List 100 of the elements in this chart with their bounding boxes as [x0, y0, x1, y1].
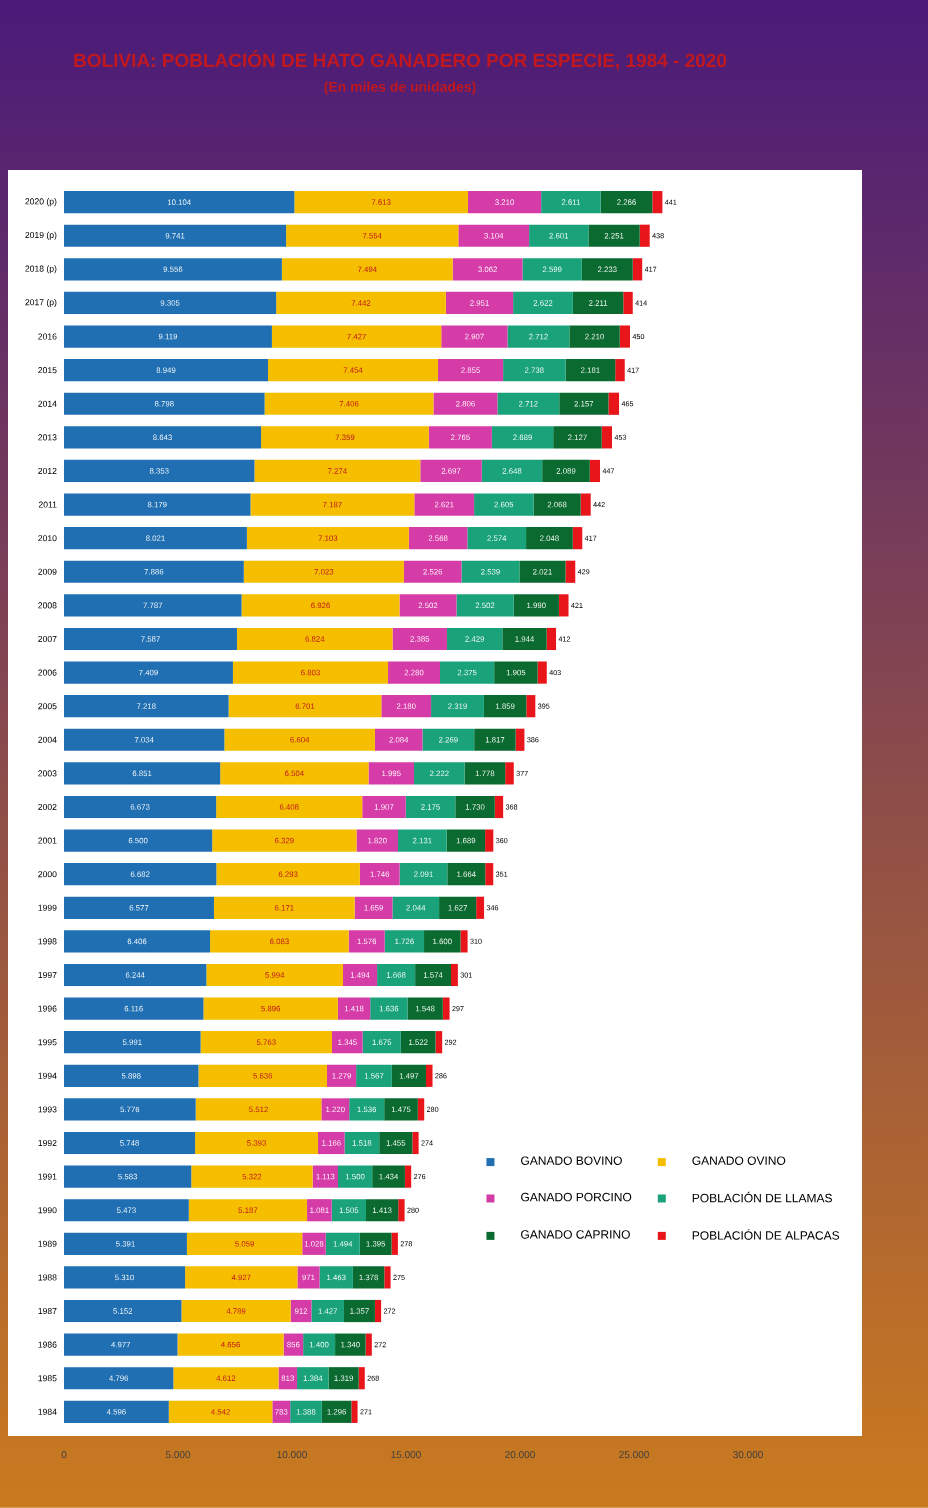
bar [64, 1199, 189, 1222]
chart-title: BOLIVIA: POBLACIÓN DE HATO GANADERO POR ESPECIE, 1984 - 2020 [74, 50, 727, 70]
bar [398, 1199, 405, 1222]
bar [203, 997, 338, 1020]
bar [533, 493, 581, 516]
bar [198, 1064, 327, 1087]
bar [318, 1131, 345, 1155]
bar [474, 493, 534, 516]
bar [632, 258, 643, 281]
bar [494, 795, 504, 819]
bar [437, 359, 504, 382]
bar [331, 1199, 367, 1222]
bar [519, 560, 566, 583]
bar [224, 728, 375, 751]
bar [623, 291, 633, 315]
bar [553, 426, 602, 449]
bar [581, 258, 633, 281]
bar [243, 560, 404, 583]
bar [283, 1333, 304, 1356]
bar [64, 896, 214, 919]
bar [216, 795, 363, 819]
bar [276, 291, 446, 315]
bar [64, 1266, 186, 1289]
bar [412, 1131, 419, 1155]
bar [64, 1333, 178, 1356]
bar [433, 392, 498, 415]
bar [290, 1299, 312, 1323]
bar [64, 963, 207, 987]
bar [64, 627, 237, 651]
bar [64, 1064, 199, 1087]
bar [452, 258, 523, 281]
bar [652, 191, 663, 214]
bar [268, 359, 438, 382]
bar [181, 1299, 291, 1323]
bar [392, 627, 447, 651]
bar [64, 191, 295, 214]
bar [343, 963, 378, 987]
bar [414, 493, 475, 516]
bar [413, 762, 465, 785]
bar [195, 1131, 319, 1155]
bar [422, 728, 475, 751]
bar [529, 224, 589, 247]
bar [64, 527, 247, 550]
bar [572, 527, 583, 550]
bar [64, 1031, 201, 1054]
bar [343, 1299, 375, 1323]
bar [64, 1165, 192, 1188]
bar [458, 224, 530, 247]
bar [384, 1098, 418, 1121]
bar [446, 829, 486, 852]
bar [377, 963, 416, 987]
bar [264, 392, 434, 415]
bar [321, 1098, 350, 1121]
bar [505, 762, 514, 785]
bar [303, 1333, 336, 1356]
bar [210, 930, 349, 953]
bar [467, 191, 542, 214]
bar [271, 325, 442, 348]
bar [362, 1031, 401, 1054]
bar [349, 1098, 385, 1121]
bar [64, 695, 229, 718]
bar [64, 325, 272, 348]
bar [64, 560, 244, 583]
bar [216, 863, 360, 886]
bar [362, 795, 406, 819]
bar [497, 392, 560, 415]
bar [537, 661, 547, 684]
bar [515, 728, 525, 751]
bar [491, 426, 554, 449]
bar [507, 325, 570, 348]
bar [565, 560, 576, 583]
bar [213, 896, 355, 919]
bar [441, 325, 508, 348]
bar [297, 1266, 320, 1289]
bar [558, 594, 569, 617]
bar [185, 1266, 298, 1289]
bar [246, 527, 409, 550]
bar [64, 795, 217, 819]
bar [374, 728, 423, 751]
bar [290, 1400, 322, 1423]
bar [331, 1031, 363, 1054]
bar [405, 795, 456, 819]
bar [200, 1031, 332, 1054]
bar [64, 459, 255, 483]
bar [64, 392, 265, 415]
bar [351, 1400, 358, 1423]
bar [356, 1064, 392, 1087]
bar [64, 224, 287, 247]
bar [232, 661, 389, 684]
bar [311, 1299, 344, 1323]
bar [321, 1400, 352, 1423]
bar [541, 191, 601, 214]
bar [601, 426, 613, 449]
bar [455, 795, 495, 819]
bar [64, 1131, 196, 1155]
bar [261, 426, 429, 449]
bar [467, 527, 527, 550]
bar [559, 392, 609, 415]
bar [542, 459, 590, 483]
bar [370, 997, 408, 1020]
